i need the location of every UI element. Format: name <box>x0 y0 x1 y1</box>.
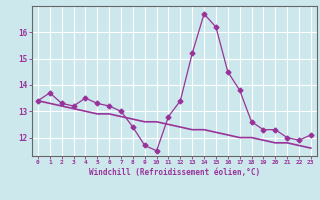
X-axis label: Windchill (Refroidissement éolien,°C): Windchill (Refroidissement éolien,°C) <box>89 168 260 177</box>
